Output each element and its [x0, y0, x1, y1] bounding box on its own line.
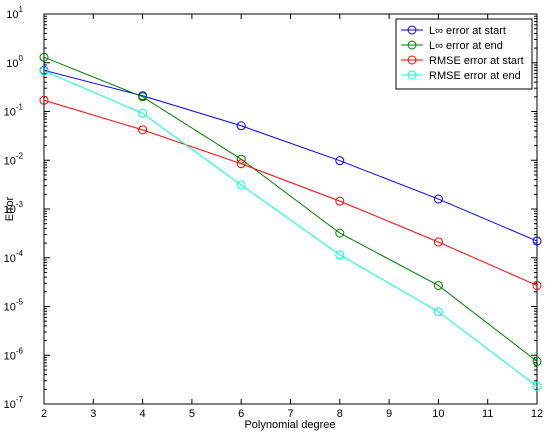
series-layer — [39, 52, 542, 391]
data-point — [433, 237, 443, 247]
y-axis: 101 100 10-1 10-2 10-3 10-4 10-5 10-6 10-7 — [4, 5, 537, 411]
series-line — [43, 70, 538, 387]
data-point — [138, 125, 148, 135]
legend-swatch-marker — [407, 70, 417, 80]
legend: L∞ error at start L∞ error at end RMSE err… — [395, 18, 533, 90]
data-point — [335, 196, 345, 206]
x-tick-label: 5 — [189, 408, 195, 420]
legend-label: RMSE error at end — [429, 70, 521, 82]
x-tick-label: 7 — [287, 408, 293, 420]
data-point — [532, 280, 542, 290]
data-point — [433, 307, 443, 317]
series-line — [43, 99, 538, 286]
y-tick-label: 10-4 — [4, 249, 24, 265]
x-tick-label: 9 — [386, 408, 392, 420]
series-line — [43, 69, 538, 242]
data-point — [39, 52, 49, 62]
data-point — [335, 250, 345, 260]
y-tick-label: 101 — [6, 5, 23, 21]
x-tick-label: 11 — [482, 408, 493, 420]
data-point — [335, 156, 345, 166]
y-tick-label: 100 — [6, 54, 23, 70]
data-point — [236, 159, 246, 169]
data-point — [138, 108, 148, 118]
x-tick-label: 4 — [140, 408, 146, 420]
legend-box — [395, 18, 533, 90]
x-tick-label: 8 — [337, 408, 343, 420]
y-tick-label: 10-5 — [4, 298, 24, 314]
y-tick-label: 10-1 — [4, 103, 24, 119]
x-tick-label: 12 — [531, 408, 543, 420]
x-tick-label: 3 — [90, 408, 96, 420]
data-point — [138, 92, 148, 102]
y-tick-label: 10-2 — [4, 151, 24, 167]
legend-swatch-marker — [407, 55, 417, 65]
data-point — [236, 180, 246, 190]
legend-swatch-marker — [407, 40, 417, 50]
x-axis: 2 3 4 5 6 7 8 9 10 11 12 — [41, 14, 543, 420]
legend-label: L∞ error at start — [429, 25, 506, 37]
legend-label: RMSE error at start — [429, 55, 524, 67]
data-point — [39, 95, 49, 105]
y-tick-label: 10-6 — [4, 346, 24, 362]
data-point — [532, 356, 542, 366]
series-line — [43, 56, 538, 362]
x-axis-label: Polynomial degree — [244, 419, 335, 431]
data-point — [433, 280, 443, 290]
data-point — [532, 236, 542, 246]
x-tick-label: 2 — [41, 408, 47, 420]
data-point — [39, 66, 49, 76]
data-point — [236, 121, 246, 131]
y-axis-label: Error — [4, 196, 16, 221]
data-point — [335, 228, 345, 238]
data-point — [433, 194, 443, 204]
data-point — [532, 381, 542, 391]
y-tick-label: 10-7 — [4, 395, 24, 411]
x-tick-label: 6 — [238, 408, 244, 420]
legend-label: L∞ error at end — [429, 40, 503, 52]
legend-swatch-marker — [407, 25, 417, 35]
x-tick-label: 10 — [432, 408, 444, 420]
y-tick-label: 10-3 — [4, 200, 24, 216]
